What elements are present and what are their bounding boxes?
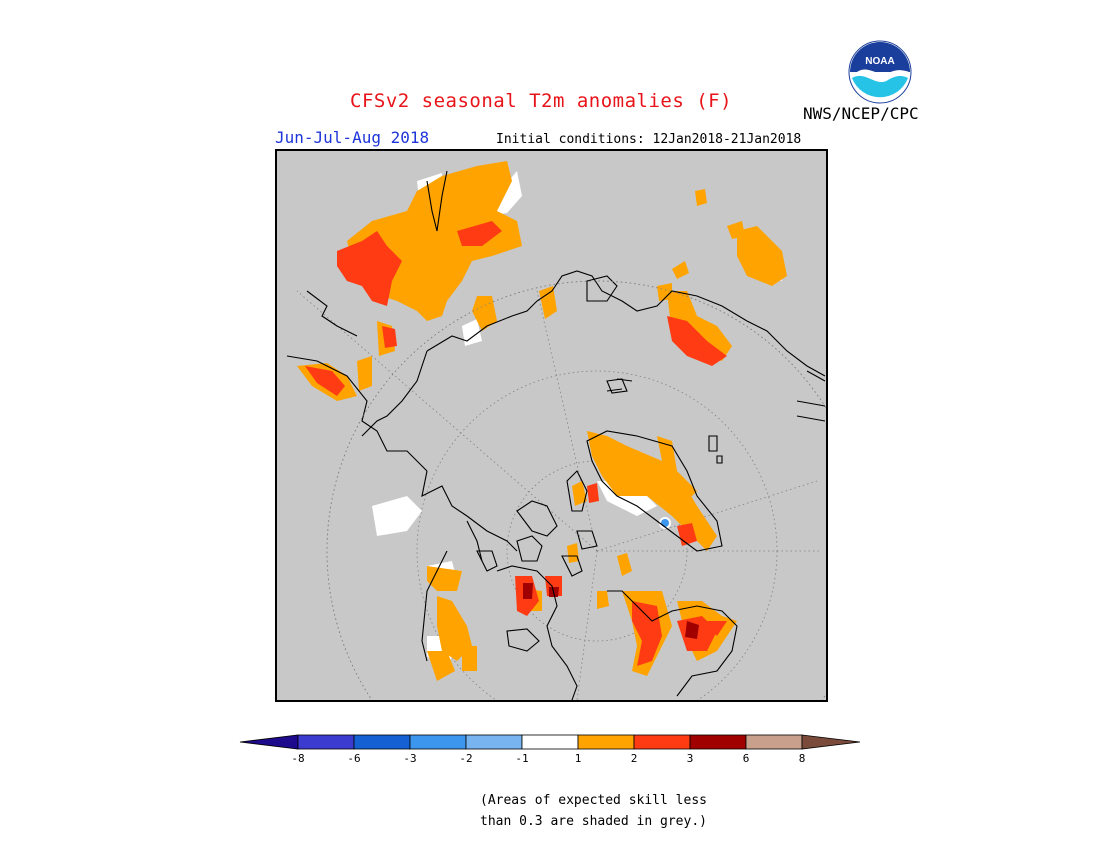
legend-color-segment — [409, 734, 467, 750]
legend-color-segment — [297, 734, 355, 750]
noaa-logo: NOAA — [848, 40, 912, 104]
legend-tick-label: -6 — [347, 752, 361, 765]
legend-tick-label: -2 — [459, 752, 473, 765]
coastlines — [286, 170, 826, 700]
graticule — [296, 280, 826, 700]
logo-text: NOAA — [865, 56, 894, 67]
agency-label: NWS/NCEP/CPC — [803, 104, 919, 123]
legend-color-segment — [689, 734, 747, 750]
legend-arrow-high — [801, 734, 861, 750]
legend-arrow-low — [239, 734, 299, 750]
legend-color-segment — [577, 734, 635, 750]
legend-color-segment — [521, 734, 579, 750]
legend-tick-label: -3 — [403, 752, 417, 765]
legend-tick-label: 1 — [574, 752, 582, 765]
legend-tick-label: -1 — [515, 752, 529, 765]
legend-color-segment — [745, 734, 803, 750]
map-title: CFSv2 seasonal T2m anomalies (F) — [350, 90, 733, 112]
skill-note-line1: (Areas of expected skill less — [480, 793, 707, 808]
legend-tick-label: 8 — [798, 752, 806, 765]
legend-color-segment — [465, 734, 523, 750]
initial-conditions-label: Initial conditions: 12Jan2018-21Jan2018 — [496, 132, 802, 147]
legend-tick-label: 3 — [686, 752, 694, 765]
skill-note-line2: than 0.3 are shaded in grey.) — [480, 814, 707, 829]
strong-warm-anomaly-areas — [523, 583, 699, 639]
legend-color-segment — [633, 734, 691, 750]
legend-tick-label: 6 — [742, 752, 750, 765]
legend-tick-label: 2 — [630, 752, 638, 765]
legend-colorbar — [238, 733, 862, 755]
polar-map — [275, 149, 828, 702]
season-label: Jun-Jul-Aug 2018 — [275, 128, 430, 147]
legend-tick-label: -8 — [291, 752, 305, 765]
legend-color-segment — [353, 734, 411, 750]
